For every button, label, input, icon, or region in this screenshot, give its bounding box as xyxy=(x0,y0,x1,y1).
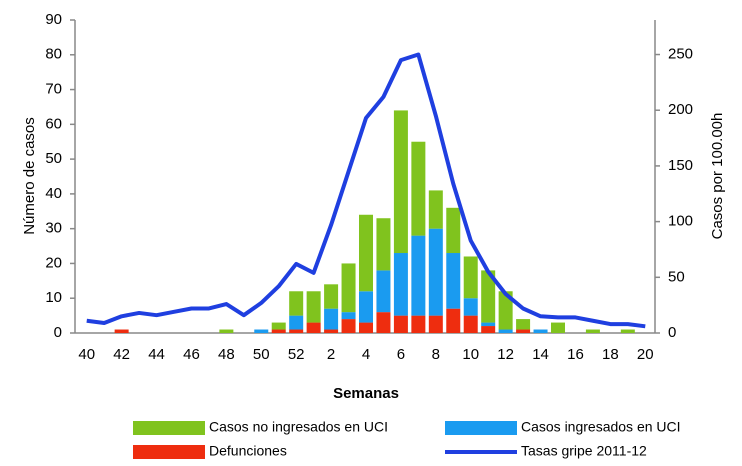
bar xyxy=(551,322,565,333)
bar xyxy=(533,329,548,333)
bar xyxy=(324,308,339,330)
y2-tick-label: 50 xyxy=(668,268,685,285)
x-tick-label: 16 xyxy=(567,346,584,363)
y2-tick-label: 250 xyxy=(668,45,693,62)
bar xyxy=(271,329,286,333)
x-tick-label: 2 xyxy=(327,346,335,363)
y2-tick-label: 100 xyxy=(668,213,693,230)
legend-label: Casos no ingresados en UCI xyxy=(209,419,388,435)
bar xyxy=(463,256,478,299)
bar xyxy=(376,312,391,333)
bar xyxy=(481,270,496,323)
bar xyxy=(289,329,304,333)
legend-label: Casos ingresados en UCI xyxy=(521,419,681,435)
y2-axis-label: Casos por 100.00h xyxy=(709,113,726,240)
y-tick-label: 0 xyxy=(54,324,62,341)
y-tick-label: 90 xyxy=(45,11,62,28)
bar xyxy=(324,329,339,333)
bar xyxy=(463,315,478,333)
x-tick-label: 50 xyxy=(253,346,270,363)
x-tick-label: 8 xyxy=(432,346,440,363)
bar xyxy=(271,322,286,330)
legend-swatch xyxy=(133,421,205,435)
x-tick-label: 48 xyxy=(218,346,235,363)
bar xyxy=(393,315,408,333)
y-axis-label: Número de casos xyxy=(21,117,38,235)
bar xyxy=(219,329,234,333)
x-tick-label: 20 xyxy=(637,346,654,363)
bar xyxy=(481,322,496,327)
y-tick-label: 70 xyxy=(45,81,62,98)
bar xyxy=(306,322,321,333)
x-tick-label: 52 xyxy=(288,346,305,363)
legend-swatch xyxy=(445,421,517,435)
bar xyxy=(516,319,531,330)
x-tick-label: 18 xyxy=(602,346,619,363)
bar xyxy=(585,329,600,333)
bar xyxy=(498,291,513,330)
y-tick-label: 40 xyxy=(45,185,62,202)
bar xyxy=(446,207,461,254)
y2-tick-label: 150 xyxy=(668,157,693,174)
bar xyxy=(481,326,496,333)
y-tick-label: 50 xyxy=(45,150,62,167)
bar xyxy=(446,308,461,333)
x-tick-label: 4 xyxy=(362,346,370,363)
bar xyxy=(393,110,408,254)
x-tick-label: 14 xyxy=(532,346,549,363)
bar xyxy=(306,291,321,323)
bar xyxy=(359,214,373,292)
bar xyxy=(289,315,304,330)
bar xyxy=(324,284,339,309)
line xyxy=(86,52,646,329)
x-tick-label: 44 xyxy=(148,346,165,363)
bar xyxy=(359,322,373,333)
bar xyxy=(393,253,408,316)
bar xyxy=(516,329,531,333)
bar xyxy=(376,270,391,313)
y-tick-label: 60 xyxy=(45,115,62,132)
bar xyxy=(289,291,304,316)
bar xyxy=(341,263,356,313)
bar xyxy=(411,315,426,333)
bar xyxy=(341,319,356,333)
bar xyxy=(411,235,426,316)
legend-label: Defunciones xyxy=(209,443,287,459)
y2-tick-label: 0 xyxy=(668,324,676,341)
bar xyxy=(254,329,269,333)
bar xyxy=(428,190,443,229)
y-tick-label: 80 xyxy=(45,46,62,63)
legend-label: Tasas gripe 2011-12 xyxy=(521,443,647,459)
y2-tick-label: 200 xyxy=(668,101,693,118)
y-tick-label: 10 xyxy=(45,289,62,306)
x-tick-label: 12 xyxy=(497,346,514,363)
bar xyxy=(620,329,635,333)
bar xyxy=(411,141,426,236)
bar xyxy=(463,298,478,316)
bar xyxy=(498,329,513,333)
y-tick-label: 30 xyxy=(45,220,62,237)
legend-swatch xyxy=(133,445,205,459)
bar xyxy=(341,312,356,320)
bar xyxy=(359,291,373,323)
x-tick-label: 6 xyxy=(397,346,405,363)
x-axis-label: Semanas xyxy=(333,385,399,402)
bar xyxy=(428,228,443,316)
bar xyxy=(114,329,129,333)
x-tick-label: 40 xyxy=(78,346,95,363)
bar xyxy=(446,253,461,309)
bar xyxy=(428,315,443,333)
bar xyxy=(376,218,391,271)
x-tick-label: 10 xyxy=(462,346,479,363)
x-tick-label: 42 xyxy=(113,346,130,363)
x-tick-label: 46 xyxy=(183,346,200,363)
y-tick-label: 20 xyxy=(45,254,62,271)
